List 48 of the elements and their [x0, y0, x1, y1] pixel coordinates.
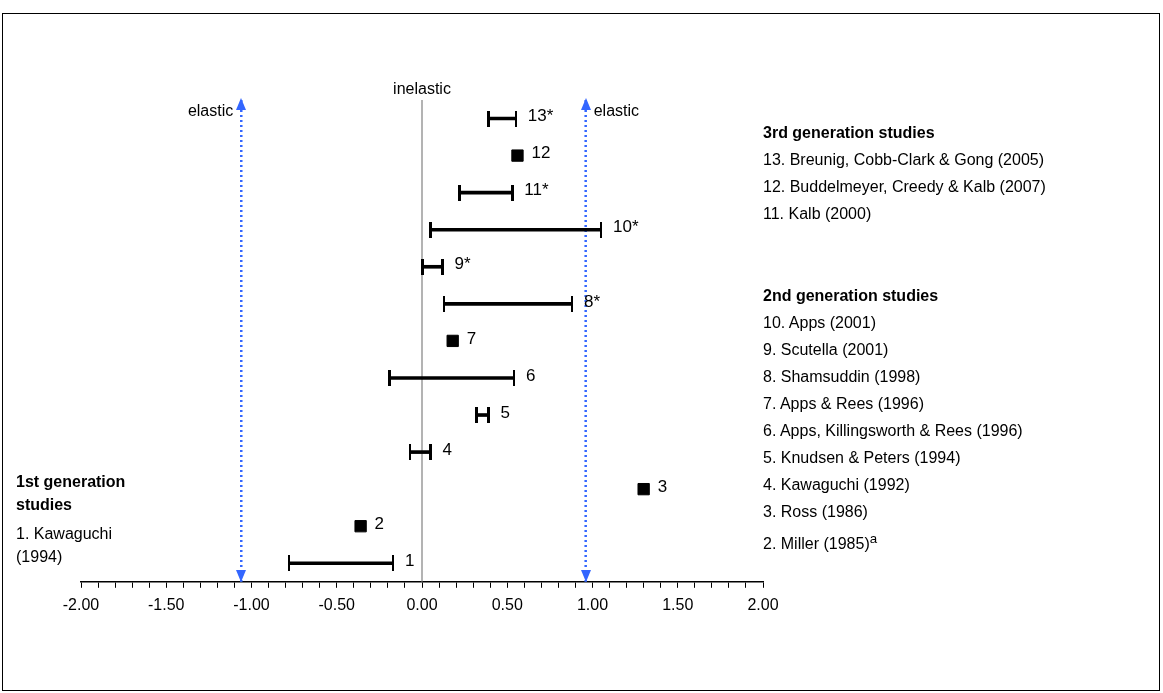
y-tick-label: 13* [527, 106, 554, 126]
x-tick-label: -1.50 [148, 595, 185, 613]
y-tick-label: 12 [531, 143, 551, 163]
x-tick-label: -1.00 [233, 595, 270, 613]
x-tick-label: -0.50 [318, 595, 356, 613]
y-tick-label: 10* [613, 217, 639, 237]
annotation: 12. Buddelmeyer, Creedy & Kalb (2007) [763, 177, 1046, 197]
point [511, 149, 524, 162]
annotation: 11. Kalb (2000) [763, 204, 873, 224]
y-tick-label: 7 [466, 328, 477, 348]
y-tick-label: 8* [584, 291, 601, 311]
y-tick-label: 9* [454, 254, 471, 274]
point [446, 334, 459, 348]
x-tick-label: 1.00 [576, 595, 609, 613]
y-tick-label: 1 [405, 550, 415, 570]
bar [389, 376, 515, 380]
bar [409, 450, 431, 454]
y-tick-label: 11* [524, 180, 550, 200]
annotation: 3. Ross (1986) [763, 502, 869, 522]
annotation: 7. Apps & Rees (1996) [763, 394, 925, 414]
y-tick-label: 2 [374, 513, 385, 533]
annotation: 4. Kawaguchi (1992) [763, 475, 911, 495]
annotation: 3rd generation studies [763, 123, 936, 143]
annotation: 1. Kawaguchi (1994) [16, 524, 114, 567]
annotation: 9. Scutella (2001) [763, 340, 890, 360]
annotation: 2. Miller (1985)$^{a}$ [763, 530, 879, 553]
point [637, 482, 650, 496]
bar [443, 302, 573, 306]
y-tick-label: 3 [657, 476, 668, 496]
y-tick-label: 5 [500, 402, 510, 422]
x-tick-label: -2.00 [62, 595, 100, 613]
annotation: 6. Apps, Killingsworth & Rees (1996) [763, 421, 1023, 441]
point [354, 520, 367, 533]
annotation: 13. Breunig, Cobb-Clark & Gong (2005) [763, 150, 1046, 170]
annotation: 2nd generation studies [763, 286, 940, 306]
ref-line-label: inelastic [393, 80, 451, 98]
ref-line-label: elastic [187, 102, 234, 120]
x-tick-label: 0.50 [491, 595, 523, 613]
x-tick-label: 2.00 [747, 595, 779, 613]
x-tick-label: 0.00 [406, 595, 438, 613]
annotation: 10. Apps (2001) [763, 313, 877, 333]
y-tick-label: 4 [442, 439, 452, 459]
annotation: 1st generation studies [16, 472, 127, 515]
x-tick-label: 1.50 [662, 595, 694, 613]
annotation: 5. Knudsen & Peters (1994) [763, 448, 962, 468]
y-tick-label: 6 [526, 365, 536, 385]
ref-line-label: elastic [593, 102, 640, 120]
annotation: 8. Shamsuddin (1998) [763, 367, 922, 387]
